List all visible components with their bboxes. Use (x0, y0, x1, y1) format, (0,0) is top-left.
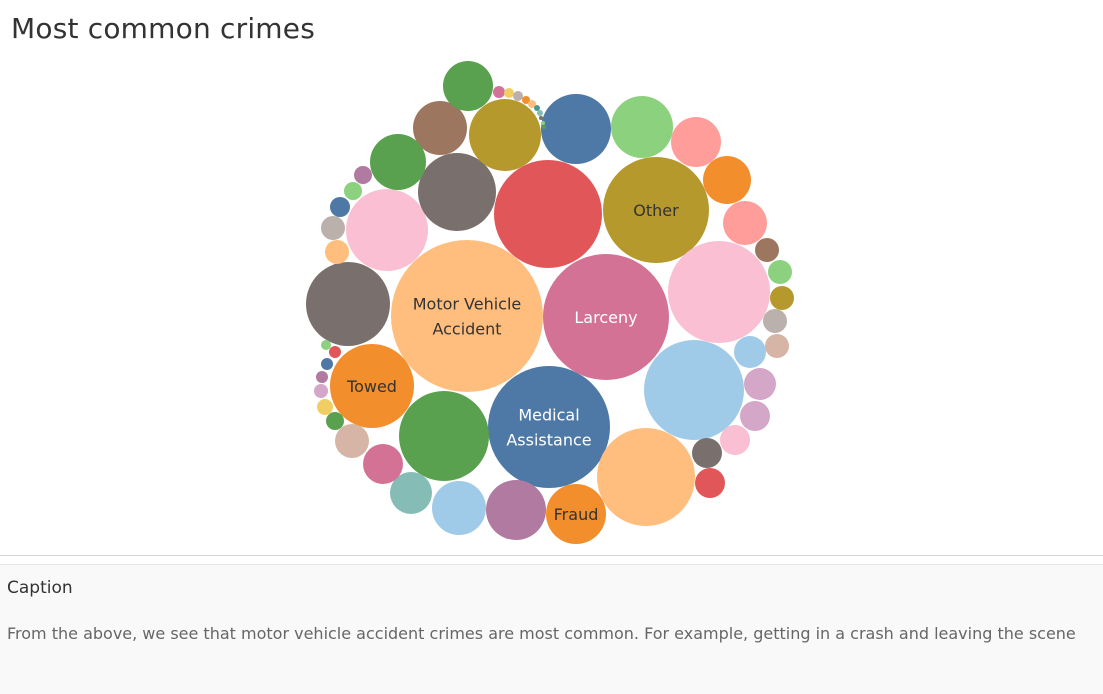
bubble[interactable] (723, 201, 767, 245)
bubble[interactable] (768, 260, 792, 284)
bubble[interactable] (321, 216, 345, 240)
bubble[interactable] (522, 96, 530, 104)
bubble[interactable] (370, 134, 426, 190)
bubble[interactable] (330, 344, 414, 428)
caption-panel: Caption From the above, we see that moto… (0, 564, 1103, 694)
bubble[interactable] (418, 153, 496, 231)
bubble[interactable] (528, 100, 536, 108)
bubble[interactable] (765, 334, 789, 358)
bubble-label: Medical Assistance (506, 406, 591, 450)
bubble[interactable] (329, 346, 341, 358)
bubble[interactable] (537, 110, 543, 116)
bubble[interactable] (306, 262, 390, 346)
bubble[interactable] (611, 96, 673, 158)
bubble[interactable] (546, 484, 606, 544)
bubble-label: Fraud (554, 505, 599, 524)
bubble[interactable] (390, 472, 432, 514)
bubble[interactable] (763, 309, 787, 333)
bubble[interactable] (335, 424, 369, 458)
bubble-label: Towed (346, 377, 397, 396)
caption-heading: Caption (7, 578, 73, 598)
bubble[interactable] (326, 412, 344, 430)
bubble[interactable] (744, 368, 776, 400)
bubble[interactable] (770, 286, 794, 310)
bubble[interactable] (740, 401, 770, 431)
bubble[interactable] (443, 61, 493, 111)
divider (0, 555, 1103, 556)
bubble[interactable] (391, 240, 543, 392)
bubble[interactable] (432, 481, 486, 535)
bubble[interactable] (703, 156, 751, 204)
bubble[interactable] (488, 366, 610, 488)
bubble[interactable] (720, 425, 750, 455)
bubble[interactable] (321, 340, 331, 350)
bubble[interactable] (486, 480, 546, 540)
bubble[interactable] (494, 160, 602, 268)
bubble[interactable] (317, 399, 333, 415)
bubble[interactable] (755, 238, 779, 262)
bubble-label: Larceny (574, 308, 637, 327)
bubble[interactable] (597, 428, 695, 526)
bubble-label: Other (633, 201, 679, 220)
bubble[interactable] (603, 157, 709, 263)
bubble[interactable] (330, 197, 350, 217)
bubble[interactable] (644, 340, 744, 440)
bubble[interactable] (325, 240, 349, 264)
bubble-label: Motor Vehicle Accident (413, 295, 522, 339)
bubble[interactable] (314, 384, 328, 398)
bubble[interactable] (513, 91, 523, 101)
bubble[interactable] (363, 444, 403, 484)
bubble[interactable] (346, 189, 428, 271)
bubble[interactable] (671, 117, 721, 167)
bubble[interactable] (354, 166, 372, 184)
bubble[interactable] (539, 116, 543, 120)
bubble[interactable] (316, 371, 328, 383)
bubble[interactable] (695, 468, 725, 498)
bubble[interactable] (542, 125, 546, 129)
bubble[interactable] (321, 358, 333, 370)
bubble[interactable] (493, 86, 505, 98)
bubble[interactable] (413, 101, 467, 155)
chart-title: Most common crimes (11, 12, 315, 45)
bubble[interactable] (668, 241, 770, 343)
bubble[interactable] (344, 182, 362, 200)
bubble[interactable] (692, 438, 722, 468)
bubble[interactable] (541, 94, 611, 164)
bubble[interactable] (504, 88, 514, 98)
bubble[interactable] (541, 121, 545, 125)
bubble[interactable] (734, 336, 766, 368)
bubble[interactable] (543, 254, 669, 380)
bubble[interactable] (534, 105, 540, 111)
bubble[interactable] (469, 99, 541, 171)
bubble-chart[interactable]: Motor Vehicle Accident Larceny Medical Assis… (0, 0, 1103, 555)
caption-text: From the above, we see that motor vehicl… (7, 624, 1076, 643)
bubble[interactable] (399, 391, 489, 481)
